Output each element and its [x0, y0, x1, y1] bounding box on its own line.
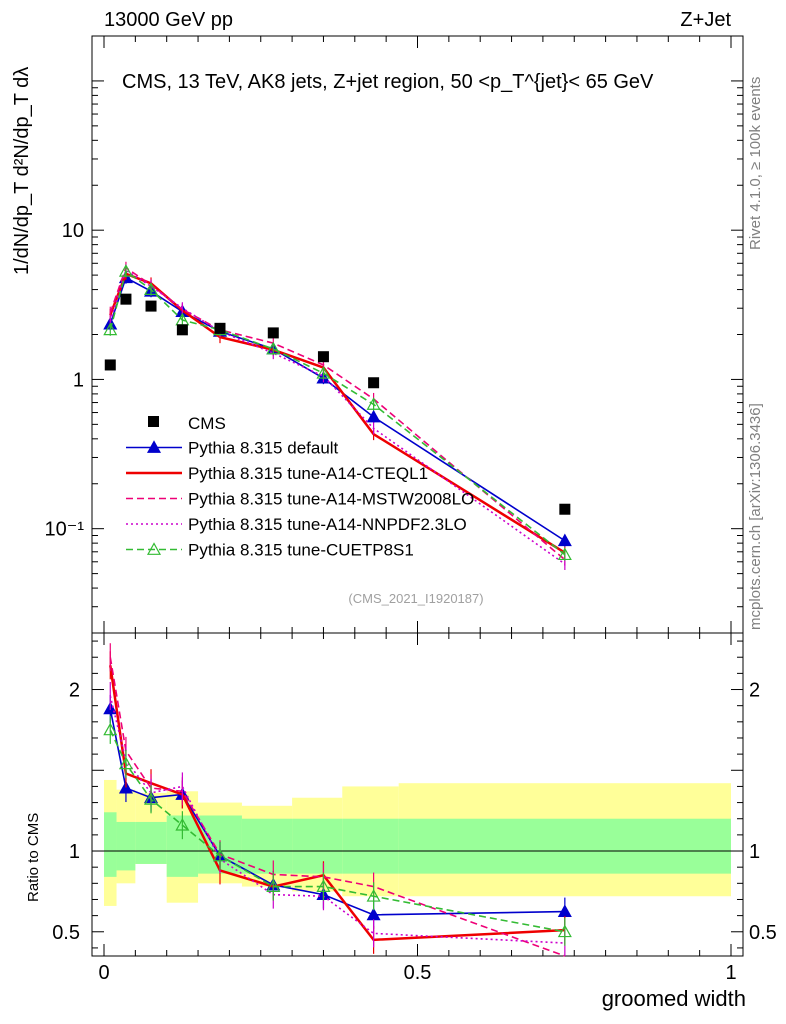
- series-marker: [366, 889, 381, 902]
- side-label-rivet: Rivet 4.1.0, ≥ 100k events: [747, 77, 764, 250]
- reference-label: (CMS_2021_I1920187): [348, 591, 483, 606]
- series-marker: [103, 322, 118, 336]
- legend-entry: Pythia 8.315 tune-A14-NNPDF2.3LO: [126, 515, 467, 534]
- series-marker: [146, 542, 162, 555]
- legend-label: Pythia 8.315 tune-A14-MSTW2008LO: [188, 490, 474, 509]
- side-label-mcplots: mcplots.cern.ch [arXiv:1306.3436]: [747, 403, 764, 630]
- y-tick-label: 1: [73, 369, 84, 391]
- legend: CMS Pythia 8.315 default Pythia 8.315 tune…: [126, 414, 474, 560]
- ratio-y-tick-label: 0.5: [52, 922, 80, 944]
- ratio-band-inner: [135, 821, 167, 864]
- header-energy: 13000 GeV pp: [104, 9, 233, 31]
- legend-label-cms: CMS: [188, 414, 226, 433]
- series-marker: [212, 848, 228, 862]
- main-title-text: CMS, 13 TeV, AK8 jets, Z+jet region, 50 …: [122, 71, 654, 93]
- legend-entry: Pythia 8.315 tune-CUETP8S1: [126, 541, 414, 560]
- data-point: [145, 300, 157, 312]
- series-marker: [146, 440, 162, 453]
- series-marker: [557, 533, 572, 547]
- legend-label: Pythia 8.315 tune-A14-CTEQL1: [188, 464, 428, 483]
- data-point: [214, 322, 226, 334]
- ratio-band-inner: [104, 812, 117, 877]
- legend-entry: Pythia 8.315 tune-A14-MSTW2008LO: [126, 490, 474, 509]
- series-marker: [118, 756, 133, 770]
- ratio-band-inner: [116, 821, 136, 871]
- legend-label: Pythia 8.315 tune-CUETP8S1: [188, 541, 414, 560]
- series-marker: [316, 879, 331, 892]
- series-marker: [118, 264, 133, 277]
- ratio-plot-area: 0 0.5 1 0.5 0.5 1 1 2 2: [52, 632, 777, 984]
- y-tick-label: 10: [62, 220, 84, 242]
- series-marker: [266, 341, 281, 355]
- series-marker: [366, 409, 381, 423]
- data-point: [559, 503, 571, 515]
- y-tick-label: 10⁻¹: [45, 519, 85, 541]
- series-marker: [266, 879, 281, 892]
- data-point: [267, 327, 279, 339]
- data-point: [317, 351, 329, 363]
- legend-label: Pythia 8.315 tune-A14-NNPDF2.3LO: [188, 515, 467, 534]
- data-point: [368, 377, 380, 389]
- series-marker: [144, 282, 159, 295]
- data-point: [176, 324, 188, 336]
- ratio-y-tick-label: 2: [69, 680, 80, 702]
- main-y-axis-label: 1/dN/dp_T d²N/dp_T dλ: [11, 67, 33, 275]
- legend-label: Pythia 8.315 default: [188, 439, 339, 458]
- x-tick-label: 0.5: [404, 962, 432, 984]
- legend-entry: Pythia 8.315 tune-A14-CTEQL1: [126, 464, 428, 483]
- x-axis-label: groomed width: [602, 986, 746, 1011]
- ratio-band-inner: [241, 818, 293, 874]
- series-marker: [144, 792, 159, 805]
- ratio-y-axis-label: Ratio to CMS: [25, 813, 42, 902]
- ratio-band-inner: [292, 818, 343, 874]
- main-plot-area: 10⁻¹ 1 10: [45, 35, 744, 634]
- series-marker: [316, 366, 331, 379]
- ratio-y-tick-label: 1: [69, 841, 80, 863]
- ratio-band-inner: [342, 818, 399, 874]
- ratio-y-tick-label-right: 1: [749, 841, 760, 863]
- legend-entry: Pythia 8.315 default: [126, 439, 339, 458]
- ratio-band-inner: [398, 818, 731, 874]
- main-y-axis-label-text: 1/dN/dp_T d²N/dp_T dλ: [11, 67, 33, 275]
- data-point: [120, 293, 132, 305]
- main-title: CMS, 13 TeV, AK8 jets, Z+jet region, 50 …: [122, 71, 654, 93]
- header-process: Z+Jet: [680, 9, 731, 31]
- legend-marker-cms: [148, 416, 159, 427]
- series-marker: [175, 817, 190, 831]
- legend-entry-cms: CMS: [148, 414, 226, 433]
- ratio-y-tick-label-right: 0.5: [749, 922, 777, 944]
- series-marker: [103, 722, 118, 736]
- x-tick-label: 0: [98, 962, 109, 984]
- ratio-y-tick-label-right: 2: [749, 680, 760, 702]
- series-line: [109, 269, 566, 556]
- series-marker: [557, 547, 572, 561]
- series-marker: [557, 924, 572, 938]
- x-tick-label: 1: [725, 962, 736, 984]
- series-marker: [366, 397, 381, 410]
- data-point: [104, 359, 116, 371]
